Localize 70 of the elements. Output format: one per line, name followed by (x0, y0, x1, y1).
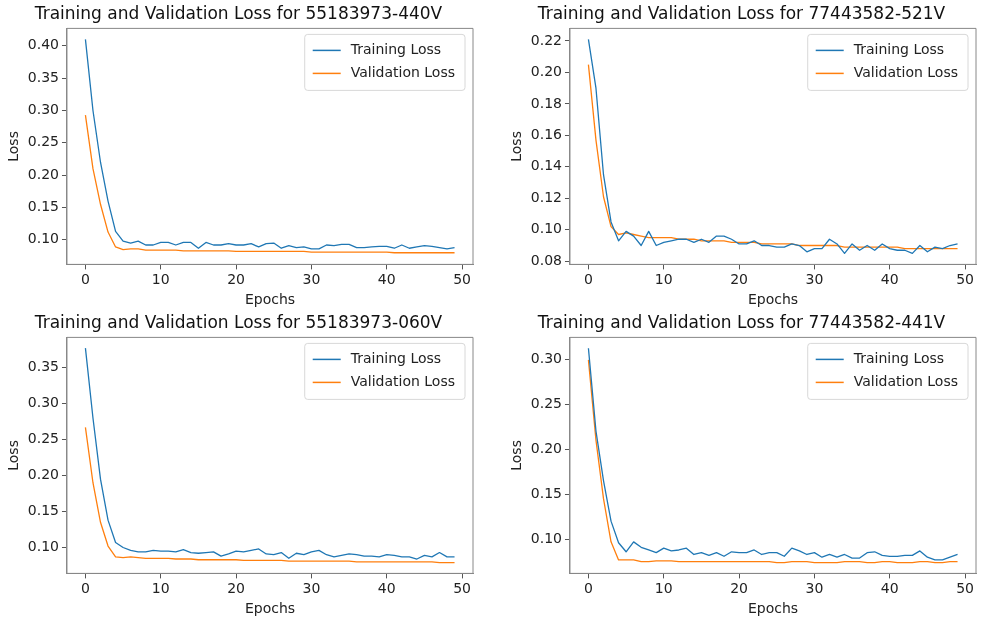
x-tick-label: 10 (654, 580, 673, 597)
x-tick-label: 0 (583, 271, 593, 288)
chart-title: Training and Validation Loss for 77443582-521V (536, 2, 946, 23)
legend-label: Training Loss (349, 350, 442, 367)
y-tick-label: 0.35 (27, 358, 59, 375)
x-tick-label: 10 (151, 580, 170, 597)
legend-label: Training Loss (852, 350, 945, 367)
x-tick-label: 40 (880, 580, 899, 597)
x-tick-label: 20 (227, 580, 245, 597)
x-tick-label: 50 (453, 271, 471, 288)
y-tick-label: 0.10 (27, 230, 59, 247)
x-tick-label: 0 (80, 271, 90, 288)
x-tick-label: 0 (583, 580, 593, 597)
chart-title: Training and Validation Loss for 55183973-060V (33, 311, 443, 332)
x-tick-label: 30 (302, 271, 321, 288)
x-tick-label: 30 (805, 271, 824, 288)
y-tick-label: 0.08 (530, 251, 562, 268)
legend-label: Validation Loss (853, 373, 959, 390)
y-tick-label: 0.18 (530, 94, 562, 111)
x-axis-title: Epochs (244, 291, 296, 308)
legend-label: Validation Loss (853, 64, 959, 81)
y-tick-label: 0.20 (27, 466, 59, 483)
chart-title: Training and Validation Loss for 55183973-440V (33, 2, 443, 23)
y-tick-label: 0.35 (27, 68, 59, 85)
y-tick-label: 0.22 (530, 31, 562, 48)
x-axis-title: Epochs (747, 600, 799, 617)
x-tick-label: 20 (730, 271, 748, 288)
x-tick-label: 40 (377, 271, 396, 288)
x-tick-label: 30 (805, 580, 824, 597)
y-tick-label: 0.15 (530, 484, 562, 501)
y-tick-label: 0.12 (530, 188, 562, 205)
x-axis-title: Epochs (244, 600, 296, 617)
x-tick-label: 30 (302, 580, 321, 597)
x-tick-label: 10 (654, 271, 673, 288)
legend-label: Training Loss (852, 41, 945, 58)
y-tick-label: 0.14 (530, 157, 563, 174)
y-axis-title: Loss (5, 131, 22, 162)
x-tick-label: 20 (227, 271, 245, 288)
y-tick-label: 0.20 (530, 439, 562, 456)
x-tick-label: 50 (956, 580, 974, 597)
y-tick-label: 0.15 (27, 502, 59, 519)
x-tick-label: 10 (151, 271, 170, 288)
legend-label: Training Loss (349, 41, 442, 58)
x-tick-label: 50 (956, 271, 974, 288)
y-tick-label: 0.30 (27, 394, 59, 411)
x-axis-title: Epochs (747, 291, 799, 308)
y-axis-title: Loss (508, 440, 525, 471)
y-tick-label: 0.20 (530, 63, 562, 80)
y-tick-label: 0.20 (27, 165, 59, 182)
y-axis-title: Loss (5, 440, 22, 471)
chart-title: Training and Validation Loss for 77443582-441V (536, 311, 946, 332)
legend-label: Validation Loss (350, 64, 456, 81)
y-tick-label: 0.10 (530, 220, 562, 237)
legend-label: Validation Loss (350, 373, 456, 390)
x-tick-label: 50 (453, 580, 471, 597)
y-tick-label: 0.10 (27, 538, 59, 555)
y-tick-label: 0.40 (27, 36, 59, 53)
y-tick-label: 0.30 (530, 349, 562, 366)
x-tick-label: 0 (80, 580, 90, 597)
y-tick-label: 0.25 (530, 394, 562, 411)
y-tick-label: 0.15 (27, 198, 59, 215)
x-tick-label: 20 (730, 580, 748, 597)
x-tick-label: 40 (880, 271, 899, 288)
y-tick-label: 0.25 (27, 133, 59, 150)
y-tick-label: 0.30 (27, 101, 59, 118)
y-axis-title: Loss (508, 131, 525, 162)
y-tick-label: 0.16 (530, 126, 563, 143)
y-tick-label: 0.25 (27, 430, 59, 447)
y-tick-label: 0.10 (530, 529, 562, 546)
x-tick-label: 40 (377, 580, 396, 597)
